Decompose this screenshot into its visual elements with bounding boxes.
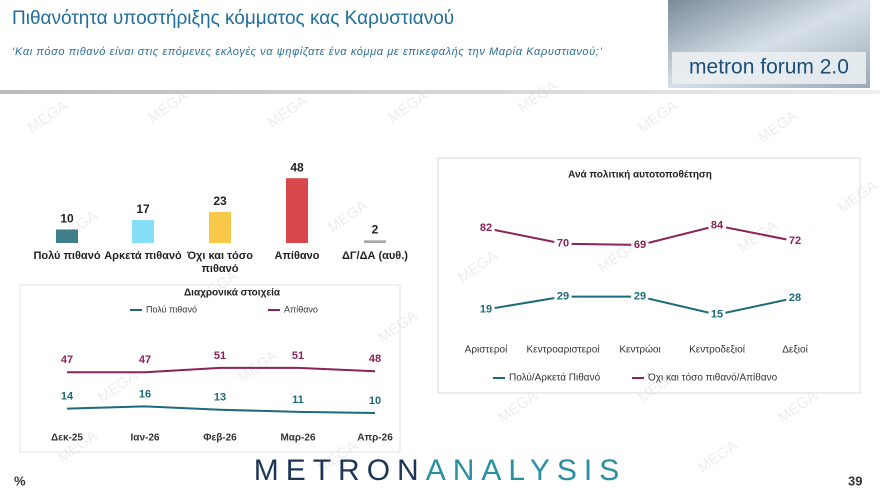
legend-label: Πολύ/Αρκετά Πιθανό [509,372,601,384]
watermark: MEGA [265,92,311,131]
chart-title: Διαχρονικά στοιχεία [184,288,281,299]
watermark: MEGA [325,197,371,236]
data-label: 48 [290,160,304,174]
x-tick-label: ΔΓ/ΔΑ (αυθ.) [342,250,408,262]
data-label: 70 [557,238,569,250]
legend-label: Όχι και τόσο πιθανό/Απίθανο [647,372,778,384]
category-label-box: Όχι και τόσο πιθανό [186,250,254,275]
watermark: MEGA [235,347,281,386]
category-label-box: Πολύ πιθανό [33,250,101,262]
bar [364,240,386,243]
watermark: MEGA [755,107,801,146]
data-label: 51 [292,350,304,362]
legend-label: Απίθανο [284,304,318,314]
x-tick-label: Κεντροαριστεροί [526,344,600,356]
brand-part: METRON [254,454,426,487]
watermark: MEGA [515,77,561,116]
data-label: 16 [139,388,151,400]
x-tick-label: Αρκετά πιθανό [104,250,182,262]
category-label-box: ΔΓ/ΔΑ (αυθ.) [342,250,408,262]
header-rule [0,90,880,94]
bar [286,178,308,243]
data-label: 10 [369,395,381,407]
category-label-box: Αρκετά πιθανό [104,250,182,262]
unit-label: % [14,473,26,488]
brand-part: ANALYSIS [426,454,627,487]
data-label: 13 [214,392,226,404]
bar [56,229,78,243]
subtitle: ‘Και πόσο πιθανό είναι στις επόμενες εκλ… [12,46,603,58]
data-label: 19 [480,303,492,315]
watermark: MEGA [455,247,501,286]
series-line [67,366,376,374]
bar [132,220,154,243]
x-tick-label: Ιαν-26 [131,433,160,444]
data-label: 84 [711,220,724,232]
title: Πιθανότητα υποστήριξης κόμματος κας Καρυ… [12,8,455,29]
series-line [66,405,376,414]
data-label: 47 [61,354,73,366]
chart-title: Ανά πολιτική αυτοτοποθέτηση [568,170,712,181]
watermark: MEGA [25,97,71,136]
series-line [485,224,796,246]
data-label: 11 [292,394,304,406]
x-tick-label: Μαρ-26 [280,433,316,444]
data-label: 47 [139,354,151,366]
x-tick-label: Φεβ-26 [203,433,237,444]
data-label: 69 [634,239,646,251]
data-label: 28 [789,292,801,304]
x-tick-label: Κεντρώοι [619,344,660,356]
data-label: 29 [634,290,646,302]
logo-text: metron forum 2.0 [689,56,849,79]
series-line [485,295,796,316]
x-tick-label: Απίθανο [274,250,320,262]
data-label: 17 [136,202,150,216]
x-tick-label: Κεντροδεξιοί [689,344,746,356]
watermark: MEGA [695,437,741,476]
category-label-box: Απίθανο [274,250,320,262]
data-label: 2 [372,222,379,236]
data-label: 51 [214,350,226,362]
data-label: 29 [557,290,569,302]
data-label: 48 [369,353,381,365]
x-tick-label: Πολύ πιθανό [33,250,101,262]
page-number: 39 [848,473,862,488]
x-tick-label: Δεξιοί [782,344,808,356]
data-label: 23 [213,194,227,208]
data-label: 15 [711,309,723,321]
bar [209,211,231,243]
chart-frame [19,284,401,453]
brand: METRONANALYSIS [254,454,627,487]
x-tick-label: Απρ-26 [357,433,393,444]
watermark: MEGA [375,307,421,346]
logo-band [672,52,866,84]
data-label: 10 [60,212,74,226]
data-label: 72 [789,235,801,247]
legend-label: Πολύ πιθανό [146,304,197,314]
data-label: 82 [480,222,492,234]
chart-frame [437,157,861,394]
watermark: MEGA [835,177,880,216]
x-tick-label: Αριστεροί [465,344,508,356]
x-tick-label: Δεκ-25 [51,433,83,444]
watermark: MEGA [635,97,681,136]
data-label: 14 [61,391,74,403]
x-tick-label: Όχι και τόσο πιθανό [186,250,254,275]
